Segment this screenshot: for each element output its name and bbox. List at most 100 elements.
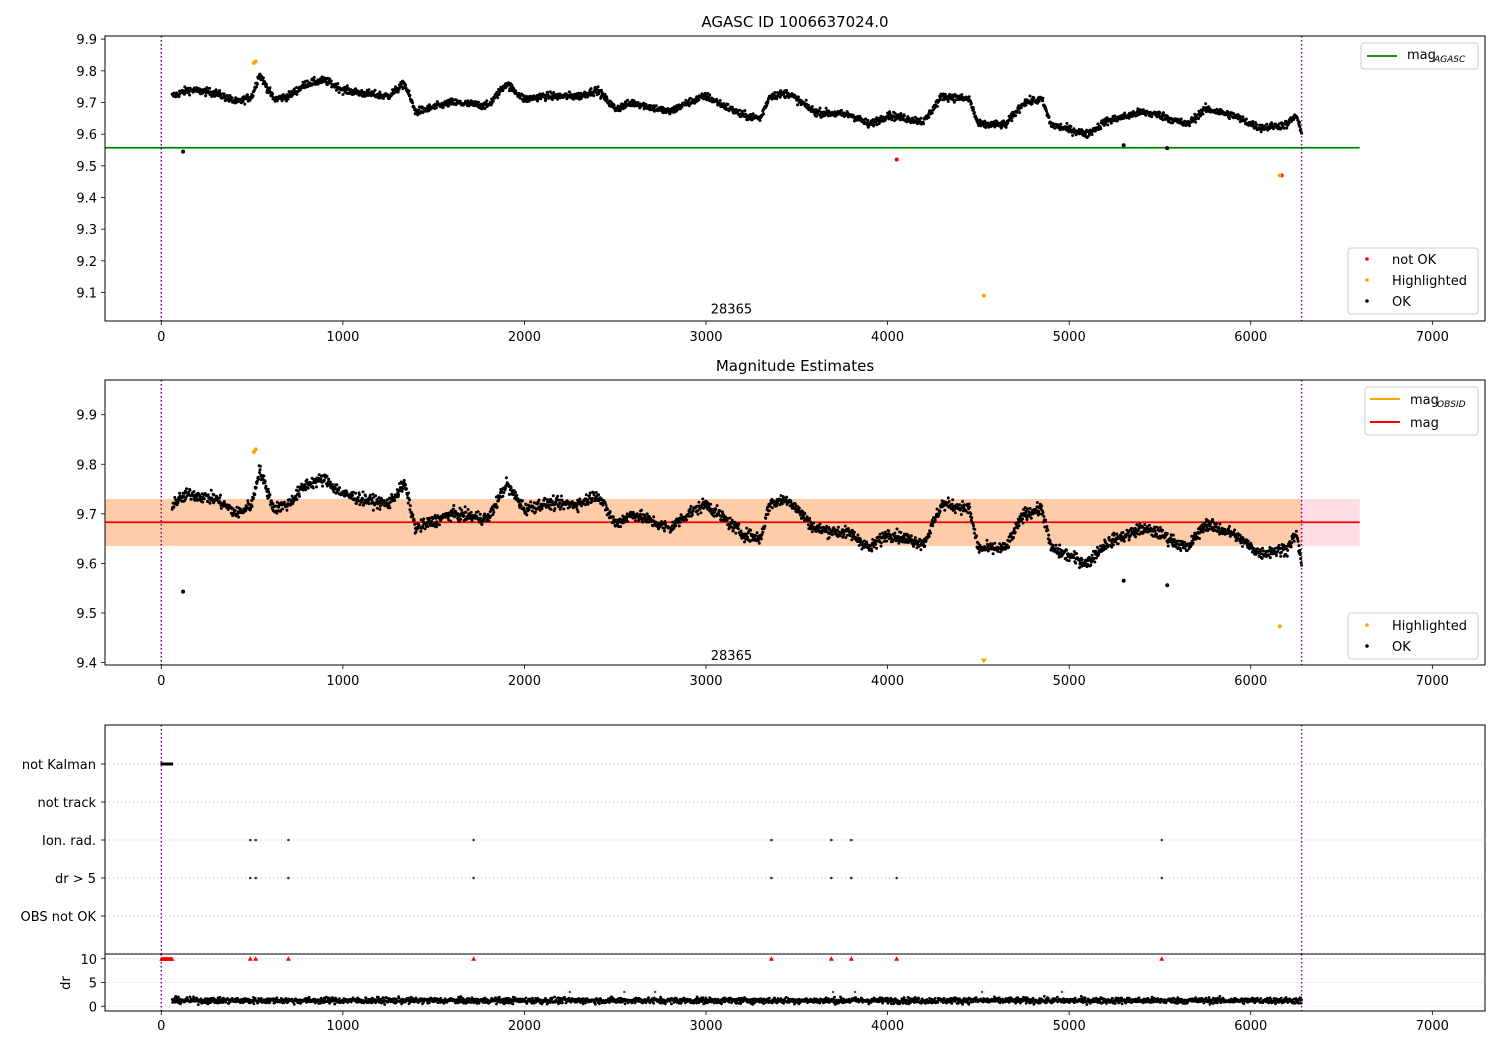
- ok-point: [871, 118, 875, 122]
- legend-label: Highlighted: [1392, 274, 1467, 289]
- ok-point: [804, 98, 808, 102]
- ok-point: [328, 77, 331, 81]
- y-tick-label: 9.4: [76, 192, 97, 207]
- ok-point: [352, 92, 356, 96]
- ok-point: [492, 510, 496, 514]
- ok-point: [230, 96, 234, 100]
- ok-point: [597, 493, 600, 497]
- ok-point: [1067, 559, 1071, 563]
- ok-point: [766, 505, 769, 509]
- ok-point: [943, 508, 947, 512]
- ok-point: [718, 99, 722, 102]
- ok-point: [1107, 535, 1111, 539]
- ok-point: [663, 529, 666, 533]
- ok-point: [305, 478, 309, 482]
- ok-point: [1111, 543, 1115, 547]
- ok-point: [172, 505, 176, 509]
- ok-point: [189, 497, 193, 501]
- ok-point: [497, 497, 501, 501]
- ok-point: [222, 92, 226, 96]
- ok-point: [322, 478, 326, 482]
- ok-point: [264, 484, 268, 488]
- ok-point: [487, 519, 491, 523]
- ok-point: [476, 510, 480, 514]
- ok-point: [290, 494, 294, 498]
- ok-point: [972, 531, 976, 535]
- ok-point: [975, 534, 979, 538]
- ok-point: [1112, 533, 1116, 537]
- ok-point: [402, 478, 406, 482]
- ok-point: [1123, 111, 1127, 115]
- ok-point: [1116, 542, 1120, 546]
- ok-point: [421, 111, 425, 114]
- ok-point: [972, 524, 975, 528]
- ok-point: [311, 486, 315, 490]
- ok-point: [1188, 124, 1191, 128]
- y-tick-label: 9.3: [76, 223, 97, 238]
- ok-point: [1024, 103, 1028, 107]
- ok-point: [433, 514, 437, 517]
- ok-point: [266, 86, 270, 90]
- ok-point: [228, 94, 232, 97]
- ok-point: [341, 93, 345, 96]
- ok-point: [726, 102, 730, 106]
- ok-point: [759, 537, 763, 541]
- ok-point: [626, 519, 630, 523]
- ok-point: [408, 504, 412, 508]
- ok-point: [796, 103, 799, 107]
- ok-point: [470, 519, 474, 523]
- ok-point: [243, 102, 247, 106]
- ok-point: [743, 540, 746, 544]
- highlighted-point: [253, 59, 258, 64]
- ok-point: [606, 507, 610, 511]
- ok-point: [258, 464, 262, 468]
- ok-point: [212, 493, 216, 497]
- ok-point: [709, 502, 713, 506]
- ok-point: [402, 86, 406, 90]
- legend-swatch: [1365, 299, 1369, 303]
- ok-point: [1179, 117, 1183, 121]
- ok-point: [178, 491, 182, 495]
- ok-point: [1028, 506, 1032, 510]
- ok-point: [337, 91, 341, 95]
- ok-point: [1171, 533, 1175, 537]
- ok-point: [483, 107, 487, 110]
- ok-point: [1115, 532, 1119, 536]
- ok-point: [843, 524, 847, 528]
- ok-point: [736, 527, 740, 531]
- ok-point: [677, 524, 681, 528]
- ok-point: [1298, 125, 1302, 129]
- ok-point: [441, 105, 445, 109]
- ok-point: [1010, 119, 1014, 123]
- ok-point: [1122, 539, 1126, 543]
- ok-point: [411, 101, 414, 105]
- ok-point: [639, 515, 643, 519]
- ok-point: [608, 510, 612, 513]
- obsid-annotation: 28365: [711, 302, 752, 317]
- ok-point: [604, 503, 608, 507]
- ok-point: [805, 515, 809, 519]
- ok-point: [603, 92, 607, 96]
- ok-point: [930, 111, 934, 115]
- ok-point: [185, 487, 188, 491]
- ok-point: [758, 119, 762, 122]
- ok-point: [818, 106, 822, 110]
- ok-point: [1241, 115, 1245, 119]
- ok-point: [367, 502, 371, 506]
- ok-point: [412, 518, 416, 522]
- ok-point: [856, 533, 860, 537]
- ok-point: [1259, 130, 1263, 134]
- ok-point: [556, 97, 560, 101]
- ok-point: [1040, 504, 1044, 508]
- ok-point: [568, 505, 572, 509]
- ok-point: [388, 500, 392, 504]
- ok-point: [1285, 126, 1289, 130]
- ok-point: [797, 506, 801, 510]
- ok-point: [567, 90, 571, 94]
- ok-point: [1021, 517, 1025, 521]
- ok-point: [827, 536, 831, 540]
- ok-point: [552, 91, 556, 94]
- ok-point: [996, 549, 1000, 553]
- ok-point: [605, 95, 609, 99]
- ok-point: [373, 88, 377, 92]
